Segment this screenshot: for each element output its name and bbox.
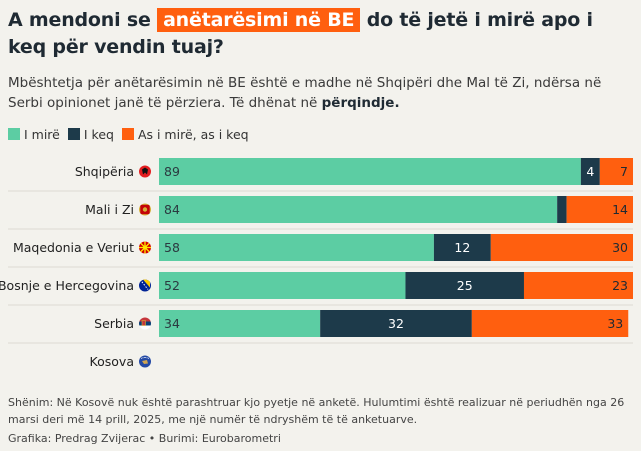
bar-segment	[490, 234, 633, 261]
bar-segment	[159, 234, 434, 261]
bar-segment	[159, 158, 581, 185]
bar-segment	[405, 272, 524, 299]
data-label: 4	[586, 164, 594, 179]
data-label: 84	[164, 202, 180, 217]
legend-label-good: I mirë	[24, 126, 60, 142]
category-label: Bosnje e Hercegovina	[0, 278, 134, 293]
subtitle-bold: përqindje.	[321, 95, 400, 111]
data-label: 58	[164, 240, 180, 255]
legend-swatch-bad	[67, 128, 80, 140]
bar-segment	[159, 196, 558, 223]
title-part1: A mendoni se	[8, 9, 158, 31]
bar-segment	[471, 310, 629, 337]
category-label: Kosova	[90, 354, 134, 369]
flag-montenegro-icon	[139, 203, 151, 216]
legend: I mirë I keq As i mirë, as i keq	[8, 126, 257, 142]
bar-segment	[433, 234, 491, 261]
bar-segment	[557, 196, 567, 223]
data-label: 14	[612, 202, 628, 217]
legend-swatch-good	[8, 128, 20, 140]
flag-kosovo-icon	[139, 355, 151, 368]
title-part2: do të jetë i mirë apo i keq për vendin t…	[8, 9, 593, 58]
data-label: 30	[612, 240, 628, 255]
category-label: Serbia	[94, 316, 134, 331]
legend-label-neutral: As i mirë, as i keq	[137, 126, 249, 142]
bar-segment	[159, 310, 321, 337]
chart-subtitle: Mbështetja për anëtarësimin në BE është …	[8, 73, 633, 113]
data-label: 25	[457, 278, 473, 293]
credit-line: Grafika: Predrag Zvijerac • Burimi: Euro…	[8, 432, 281, 445]
bar-segment	[580, 158, 600, 185]
flag-bosnia-icon	[139, 279, 151, 292]
legend-swatch-neutral	[121, 128, 134, 140]
subtitle-text: Mbështetja për anëtarësimin në BE është …	[8, 75, 602, 111]
category-label: Shqipëria	[75, 164, 134, 179]
data-label: 52	[164, 278, 180, 293]
data-label: 34	[164, 316, 180, 331]
category-label: Maqedonia e Veriut	[13, 240, 134, 255]
flag-albania-icon	[139, 165, 151, 178]
legend-label-bad: I keq	[83, 126, 114, 142]
flag-serbia-icon	[139, 317, 151, 330]
data-label: 33	[607, 316, 623, 331]
data-label: 32	[388, 316, 404, 331]
legend-item-good: I mirë	[8, 127, 60, 142]
bar-segment	[523, 272, 633, 299]
data-label: 7	[620, 164, 628, 179]
chart-title: A mendoni se anëtarësimi në BE do të jet…	[8, 7, 633, 61]
title-highlight: anëtarësimi në BE	[157, 8, 361, 32]
bar-segment	[566, 196, 633, 223]
footnote: Shënim: Në Kosovë nuk është parashtruar …	[8, 396, 625, 426]
bar-segment	[320, 310, 472, 337]
stacked-bar-chart: Shqipëria 89 4 7 Mali i Zi 84 14 Maqedonia e Ve…	[0, 158, 633, 369]
data-label: 89	[164, 164, 180, 179]
data-label: 12	[454, 240, 470, 255]
data-label: 23	[612, 278, 628, 293]
legend-item-bad: I keq	[67, 126, 114, 142]
bar-segment	[159, 272, 406, 299]
category-label: Mali i Zi	[85, 202, 134, 217]
legend-item-neutral: As i mirë, as i keq	[121, 126, 249, 142]
bar-segment	[599, 158, 633, 185]
flag-north-macedonia-icon	[139, 241, 151, 254]
